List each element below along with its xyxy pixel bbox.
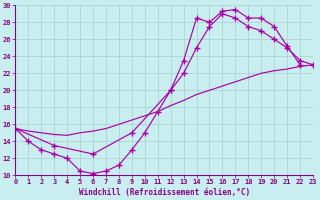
X-axis label: Windchill (Refroidissement éolien,°C): Windchill (Refroidissement éolien,°C) — [79, 188, 250, 197]
